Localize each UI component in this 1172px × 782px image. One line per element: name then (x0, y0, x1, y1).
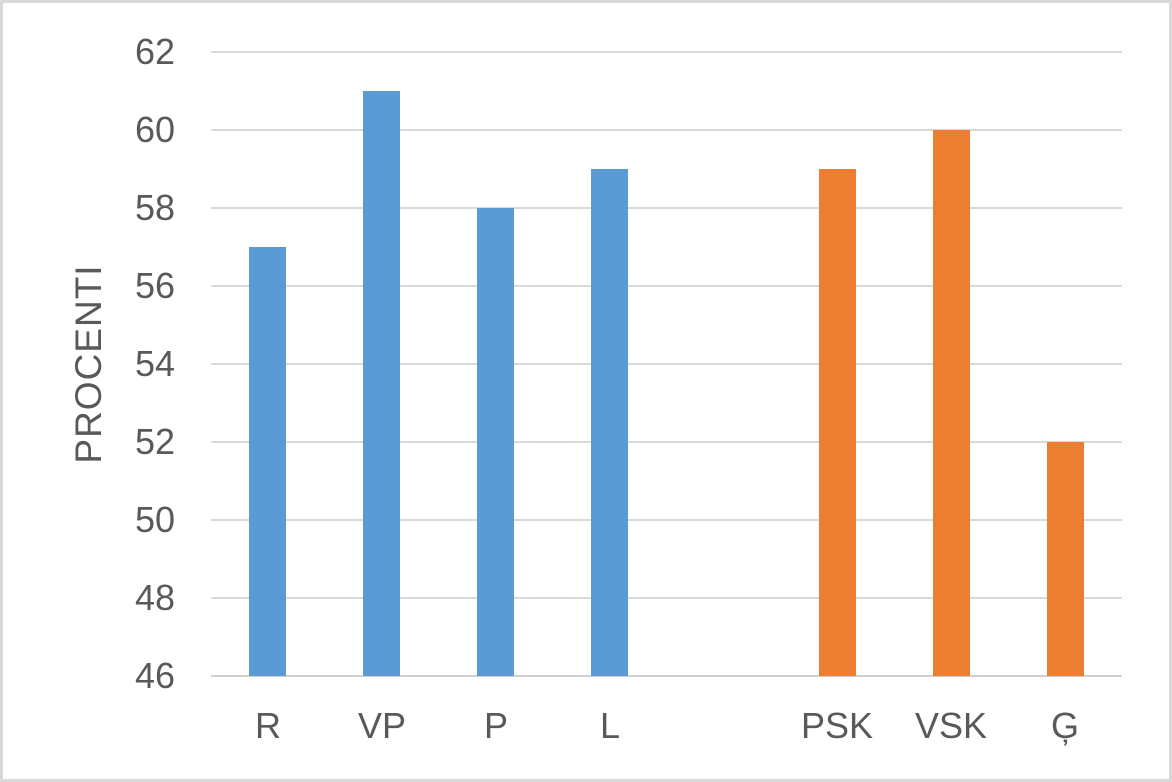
x-tick-label-L: L (599, 705, 621, 746)
x-tick-label-R: R (255, 705, 281, 746)
y-tick-label: 60 (134, 109, 175, 150)
y-tick-label: 54 (134, 343, 175, 384)
y-tick-label: 62 (134, 31, 175, 72)
gridline (211, 285, 1122, 287)
bar-L (591, 169, 628, 676)
bar-R (249, 247, 286, 676)
y-tick-label: 58 (134, 187, 175, 228)
gridline (211, 51, 1122, 53)
gridline (211, 597, 1122, 599)
y-tick-label: 46 (134, 655, 175, 696)
x-axis-line (211, 675, 1122, 677)
x-tick-label-VP: VP (357, 705, 407, 746)
gridline (211, 129, 1122, 131)
gridline (211, 363, 1122, 365)
bar-VSK (933, 130, 970, 676)
y-tick-label: 48 (134, 577, 175, 618)
x-tick-label-Ģ: Ģ (1050, 705, 1079, 746)
x-tick-label-PSK: PSK (800, 705, 874, 746)
bar-PSK (819, 169, 856, 676)
bar-P (477, 208, 514, 676)
gridline (211, 519, 1122, 521)
gridline (211, 441, 1122, 443)
x-tick-label-VSK: VSK (914, 705, 988, 746)
y-tick-label: 50 (134, 499, 175, 540)
y-tick-label: 56 (134, 265, 175, 306)
x-tick-label-P: P (483, 705, 508, 746)
y-tick-label: 52 (134, 421, 175, 462)
gridline (211, 207, 1122, 209)
bar-VP (363, 91, 400, 676)
bar-Ģ (1047, 442, 1084, 676)
